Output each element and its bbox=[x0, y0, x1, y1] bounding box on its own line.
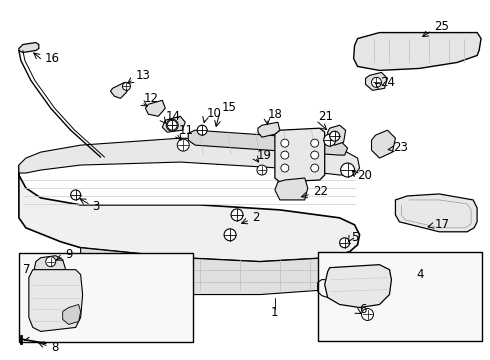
Text: 4: 4 bbox=[416, 268, 424, 281]
Text: 1: 1 bbox=[271, 306, 279, 319]
Text: 5: 5 bbox=[352, 231, 359, 244]
Circle shape bbox=[330, 131, 340, 141]
Text: 11: 11 bbox=[178, 124, 193, 137]
Text: 13: 13 bbox=[135, 69, 150, 82]
Polygon shape bbox=[111, 82, 130, 98]
Polygon shape bbox=[325, 265, 392, 307]
Text: 7: 7 bbox=[23, 263, 30, 276]
Polygon shape bbox=[188, 130, 347, 155]
Circle shape bbox=[257, 165, 267, 175]
Polygon shape bbox=[258, 122, 280, 137]
Circle shape bbox=[224, 229, 236, 241]
Polygon shape bbox=[34, 256, 66, 282]
Circle shape bbox=[281, 151, 289, 159]
Circle shape bbox=[311, 139, 319, 147]
Circle shape bbox=[341, 163, 355, 177]
Text: 15: 15 bbox=[222, 101, 237, 114]
Circle shape bbox=[46, 257, 56, 267]
Polygon shape bbox=[275, 178, 308, 200]
Text: 9: 9 bbox=[66, 248, 73, 261]
Text: 22: 22 bbox=[313, 185, 328, 198]
Bar bbox=[19, 253, 193, 342]
Text: 6: 6 bbox=[360, 303, 367, 316]
Text: 24: 24 bbox=[380, 76, 395, 89]
Circle shape bbox=[197, 125, 207, 135]
Polygon shape bbox=[328, 125, 345, 145]
Polygon shape bbox=[371, 130, 395, 158]
Circle shape bbox=[71, 190, 81, 200]
Polygon shape bbox=[19, 138, 360, 175]
Text: 18: 18 bbox=[268, 108, 283, 121]
Text: 25: 25 bbox=[434, 20, 449, 33]
Text: 2: 2 bbox=[252, 211, 260, 224]
Circle shape bbox=[166, 119, 178, 131]
Text: 16: 16 bbox=[45, 52, 60, 65]
Text: 19: 19 bbox=[257, 149, 272, 162]
Text: 10: 10 bbox=[207, 107, 222, 120]
Text: 23: 23 bbox=[393, 141, 408, 154]
Text: 20: 20 bbox=[358, 168, 372, 181]
Bar bbox=[318, 252, 482, 341]
Polygon shape bbox=[19, 42, 39, 53]
Polygon shape bbox=[354, 32, 481, 71]
Text: 8: 8 bbox=[51, 341, 58, 354]
Polygon shape bbox=[19, 165, 360, 262]
Circle shape bbox=[281, 164, 289, 172]
Circle shape bbox=[231, 209, 243, 221]
Circle shape bbox=[122, 82, 130, 90]
Polygon shape bbox=[146, 100, 165, 116]
Circle shape bbox=[167, 120, 177, 130]
Text: 21: 21 bbox=[318, 110, 333, 123]
Circle shape bbox=[281, 139, 289, 147]
Polygon shape bbox=[162, 116, 185, 132]
Polygon shape bbox=[63, 305, 81, 324]
Circle shape bbox=[177, 139, 189, 151]
Circle shape bbox=[324, 134, 336, 146]
Polygon shape bbox=[29, 270, 83, 332]
Text: 12: 12 bbox=[144, 92, 158, 105]
Circle shape bbox=[311, 164, 319, 172]
Text: 14: 14 bbox=[165, 110, 180, 123]
Text: 3: 3 bbox=[93, 201, 100, 213]
Circle shape bbox=[340, 238, 349, 248]
Circle shape bbox=[311, 151, 319, 159]
Circle shape bbox=[371, 77, 382, 87]
Polygon shape bbox=[81, 248, 352, 294]
Polygon shape bbox=[395, 194, 477, 232]
Polygon shape bbox=[275, 128, 325, 182]
Polygon shape bbox=[366, 72, 388, 90]
Circle shape bbox=[362, 309, 373, 320]
Text: 17: 17 bbox=[434, 218, 449, 231]
